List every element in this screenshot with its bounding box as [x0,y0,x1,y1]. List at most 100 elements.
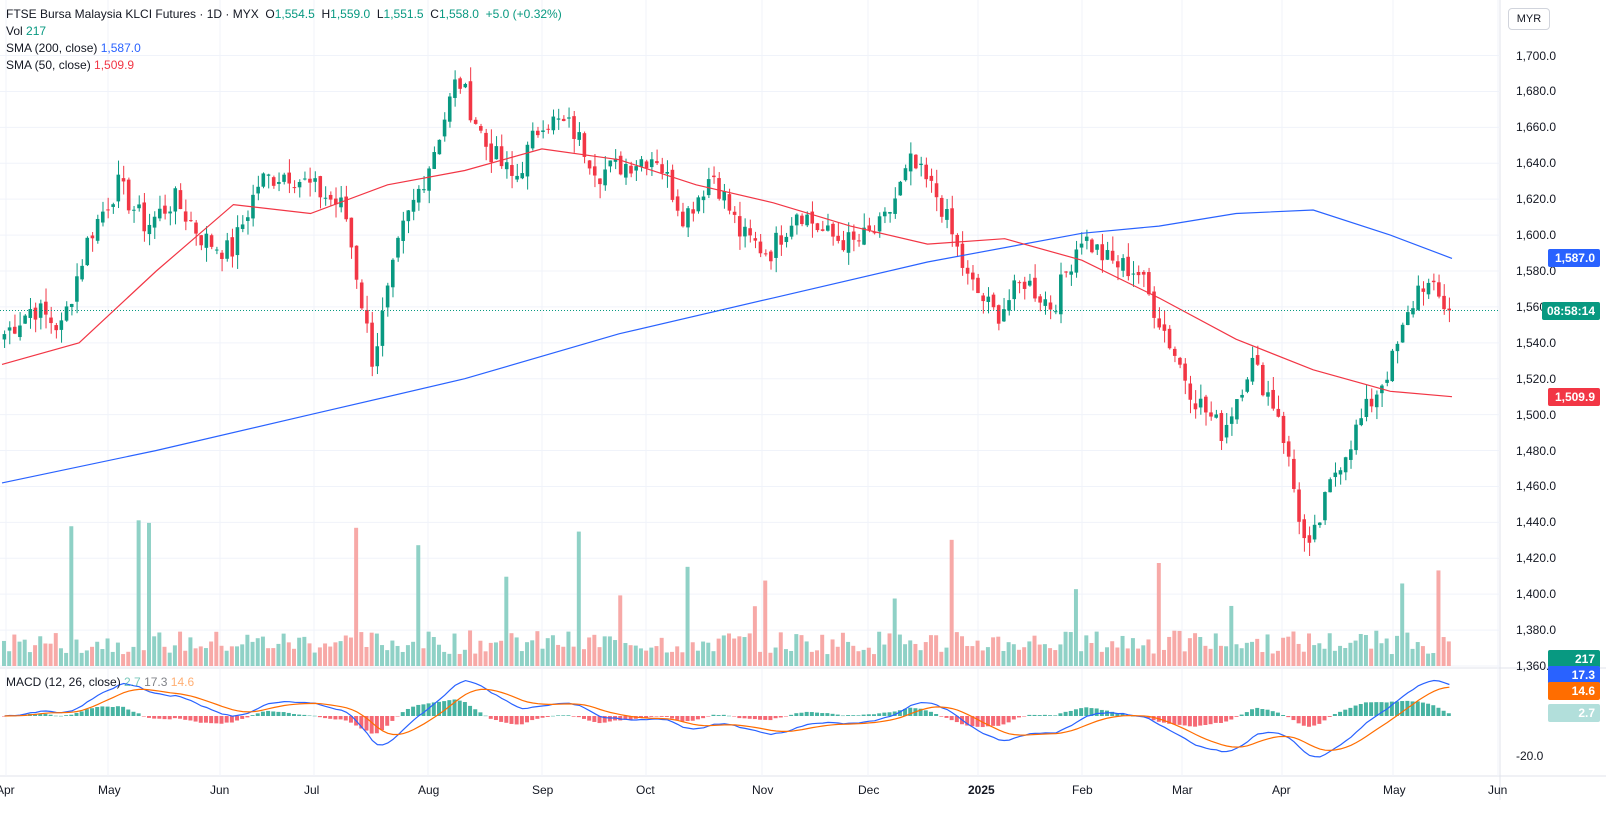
volume-bar [1369,648,1374,666]
macd-histogram-bar [934,713,939,716]
macd-label: MACD (12, 26, close) [6,675,121,689]
low-label: L [376,7,384,21]
time-tick-label: May [1383,783,1406,797]
volume-bar [918,650,923,666]
volume-bar [1172,630,1177,666]
macd-histogram-bar [209,716,214,724]
macd-histogram-bar [690,716,695,721]
macd-histogram-bar [975,716,980,727]
volume-bar [1281,637,1286,666]
volume-bar [147,522,151,666]
candle-body [1167,328,1172,349]
candle-body [1317,522,1322,526]
candle-body [266,174,271,176]
candle-body [675,196,680,211]
volume-bar [1022,647,1027,666]
macd-histogram-bar [1193,716,1198,727]
candle-body [696,197,701,212]
candle-body [437,139,442,155]
macd-histogram-bar [488,716,493,719]
sma200-row[interactable]: SMA (200, close) 1,587.0 [6,40,562,57]
candle-body [520,173,525,179]
sma50-row[interactable]: SMA (50, close) 1,509.9 [6,57,562,74]
candle-body [90,235,95,239]
macd-histogram-bar [908,707,913,716]
volume-bar [566,631,571,666]
macd-histogram-bar [897,710,902,716]
sma200-line [1,209,1453,484]
currency-button[interactable]: MYR [1508,8,1550,30]
volume-bar [1208,648,1213,666]
volume-bar [48,643,53,666]
volume-bar [328,646,333,666]
volume-bar [778,632,783,666]
volume-bar [701,641,706,666]
candle-body [1022,281,1027,289]
candle-body [256,186,260,194]
sma50-label: SMA (50, close) [6,58,91,72]
candle-body [1172,348,1177,356]
candle-body [794,214,799,226]
macd-histogram-bar [141,716,146,717]
volume-bar [872,654,876,666]
volume-bar [354,527,359,666]
candle-body [727,194,732,211]
volume-bar [504,576,509,666]
candle-body [2,334,7,340]
volume-bar [897,634,902,666]
candle-body [1354,424,1358,451]
macd-histogram-bar [1260,709,1265,716]
candle-body [541,130,545,133]
macd-histogram-bar [84,709,89,716]
macd-histogram-bar [317,716,322,718]
candle-body [789,225,794,237]
macd-histogram-bar [794,713,799,716]
macd-histogram-bar [1374,702,1379,716]
candle-body [1307,535,1312,543]
volume-row[interactable]: Vol 217 [6,23,562,40]
candle-body [468,81,473,121]
candle-body [33,307,38,320]
volume-bar [442,651,447,666]
volume-bar [576,531,581,666]
macd-line [4,679,1450,758]
candle-body [1442,295,1446,310]
candle-body [328,194,333,200]
volume-bar [1239,648,1244,666]
price-tick-label: 1,400.0 [1516,587,1557,602]
macd-histogram-bar [685,716,690,722]
volume-bar [815,650,820,666]
volume-bar [892,598,897,666]
candle-body [712,175,716,178]
macd-histogram-bar [1348,707,1353,716]
candle-body [240,224,245,229]
volume-bar [1162,649,1166,666]
macd-hist-value: 2.7 [124,675,141,689]
macd-histogram-bar [509,716,514,724]
candle-body [1209,412,1213,417]
candle-body [308,178,312,183]
macd-histogram-bar [654,716,659,717]
volume-bar [545,638,550,666]
symbol-title[interactable]: FTSE Bursa Malaysia KLCI Futures · 1D · … [6,7,259,21]
macd-histogram-bar [1420,702,1425,716]
volume-bar [1218,645,1223,666]
time-tick-label: Feb [1072,783,1093,797]
macd-histogram-bar [1063,711,1068,716]
candle-body [1090,239,1094,253]
volume-bar [1068,632,1073,666]
macd-histogram-bar [861,714,866,716]
volume-bar [364,646,369,666]
macd-histogram-bar [763,716,768,720]
macd-legend[interactable]: MACD (12, 26, close) 2.7 17.3 14.6 [6,675,194,689]
sma50-value: 1,509.9 [94,58,135,72]
candle-body [888,212,892,214]
macd-histogram-bar [147,716,151,718]
macd-histogram-bar [1115,713,1120,716]
volume-bar [276,643,281,666]
candle-body [75,276,79,302]
volume-bar [706,642,711,666]
price-tick-label: 1,420.0 [1516,551,1557,566]
